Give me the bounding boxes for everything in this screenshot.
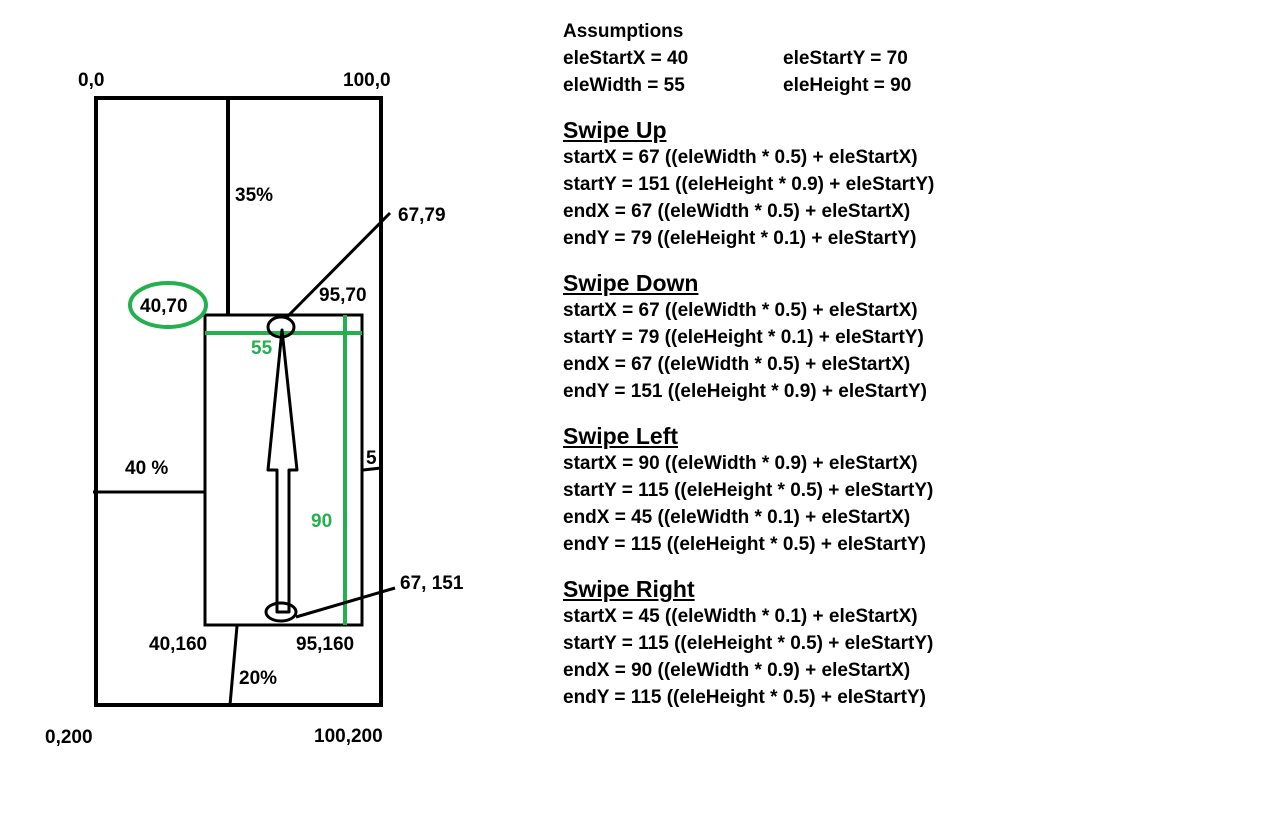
assumptions-title: Assumptions: [563, 21, 684, 42]
formula-line: startX = 67 ((eleWidth * 0.5) + eleStart…: [563, 147, 918, 168]
swipe-end-point-label: 67,79: [398, 205, 446, 226]
formula-line: endY = 151 ((eleHeight * 0.9) + eleStart…: [563, 381, 927, 402]
assumption-ele-height: eleHeight = 90: [783, 75, 912, 96]
swipe-down-section: Swipe Down startX = 67 ((eleWidth * 0.5)…: [563, 270, 1263, 405]
bottom-percent-label: 20%: [239, 668, 277, 689]
end-point-circle: [266, 315, 296, 339]
assumption-ele-start-y: eleStartY = 70: [783, 48, 908, 69]
assumptions-row: eleWidth = 55 eleHeight = 90: [563, 72, 1263, 99]
section-title: Swipe Up: [563, 117, 667, 143]
formula-line: endX = 45 ((eleWidth * 0.1) + eleStartX): [563, 507, 911, 528]
formula-notes: Assumptions eleStartX = 40 eleStartY = 7…: [563, 18, 1263, 711]
formula-line: endX = 67 ((eleWidth * 0.5) + eleStartX): [563, 354, 911, 375]
formula-line: endY = 79 ((eleHeight * 0.1) + eleStartY…: [563, 228, 917, 249]
element-height-label: 90: [311, 511, 332, 532]
formula-line: startY = 115 ((eleHeight * 0.5) + eleSta…: [563, 480, 934, 501]
swipe-left-section: Swipe Left startX = 90 ((eleWidth * 0.9)…: [563, 423, 1263, 558]
bottom-margin-line: [228, 625, 239, 706]
swipe-up-section: Swipe Up startX = 67 ((eleWidth * 0.5) +…: [563, 117, 1263, 252]
assumption-ele-start-x: eleStartX = 40: [563, 48, 689, 69]
formula-line: startX = 67 ((eleWidth * 0.5) + eleStart…: [563, 300, 918, 321]
element-top-left-label: 40,70: [140, 296, 188, 317]
swipe-right-section: Swipe Right startX = 45 ((eleWidth * 0.1…: [563, 576, 1263, 711]
formula-line: startX = 45 ((eleWidth * 0.1) + eleStart…: [563, 606, 918, 627]
top-percent-label: 35%: [235, 185, 273, 206]
formula-line: endY = 115 ((eleHeight * 0.5) + eleStart…: [563, 534, 926, 555]
element-rect: [203, 313, 364, 627]
element-bottom-left-label: 40,160: [149, 634, 207, 655]
right-margin-label: 5: [366, 448, 377, 469]
right-margin-line: [362, 466, 382, 472]
element-origin-highlight: [128, 281, 208, 329]
corner-bottom-left-label: 0,200: [45, 727, 93, 748]
corner-bottom-right-label: 100,200: [314, 726, 383, 747]
swipe-up-arrow: [266, 328, 299, 614]
formula-line: startY = 79 ((eleHeight * 0.1) + eleStar…: [563, 327, 924, 348]
end-point-callout: [284, 211, 392, 320]
start-point-circle: [264, 601, 298, 623]
element-top-right-label: 95,70: [319, 285, 367, 306]
corner-top-right-label: 100,0: [343, 70, 391, 91]
formula-line: endX = 67 ((eleWidth * 0.5) + eleStartX): [563, 201, 911, 222]
screen-outline: [94, 96, 383, 707]
element-width-label: 55: [251, 338, 273, 359]
element-bottom-right-label: 95,160: [296, 634, 354, 655]
formula-line: endY = 115 ((eleHeight * 0.5) + eleStart…: [563, 687, 926, 708]
assumption-ele-width: eleWidth = 55: [563, 75, 685, 96]
formula-line: startY = 115 ((eleHeight * 0.5) + eleSta…: [563, 633, 934, 654]
left-percent-label: 40 %: [125, 458, 168, 479]
assumptions-row: eleStartX = 40 eleStartY = 70: [563, 45, 1263, 72]
formula-line: endX = 90 ((eleWidth * 0.9) + eleStartX): [563, 660, 911, 681]
coordinate-diagram: 0,0 100,0 0,200 100,200 35% 40 % 20% 5 4…: [45, 70, 464, 748]
formula-line: startY = 151 ((eleHeight * 0.9) + eleSta…: [563, 174, 935, 195]
section-title: Swipe Right: [563, 576, 695, 602]
corner-top-left-label: 0,0: [78, 70, 104, 91]
section-title: Swipe Left: [563, 423, 679, 449]
start-point-callout: [295, 586, 396, 619]
formula-line: startX = 90 ((eleWidth * 0.9) + eleStart…: [563, 453, 918, 474]
swipe-start-point-label: 67, 151: [400, 573, 464, 594]
section-title: Swipe Down: [563, 270, 699, 296]
